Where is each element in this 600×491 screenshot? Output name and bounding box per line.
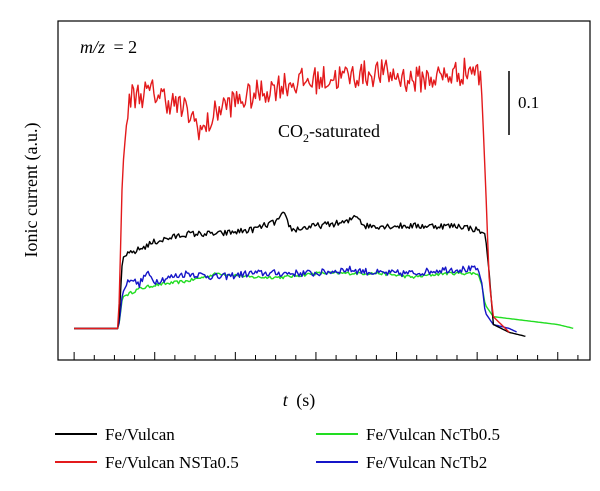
series-lines xyxy=(74,57,574,337)
legend: Fe/Vulcan Fe/Vulcan NcTb0.5 Fe/Vulcan NS… xyxy=(55,425,500,472)
x-axis-label: t (s) xyxy=(283,390,316,411)
y-axis-label: Ionic current (a.u.) xyxy=(21,123,42,258)
series-line-fe-vulcan-nsta0-5 xyxy=(74,57,510,333)
legend-label-fe-vulcan: Fe/Vulcan xyxy=(105,425,175,444)
legend-label-fe-vulcan-nctb05: Fe/Vulcan NcTb0.5 xyxy=(366,425,500,444)
mz-value: = 2 xyxy=(114,37,138,57)
series-line-fe-vulcan-nctb0-5 xyxy=(74,271,574,330)
series-line-fe-vulcan-nctb2 xyxy=(74,265,517,333)
scale-bar-label: 0.1 xyxy=(518,93,539,112)
condition-subscript: 2 xyxy=(303,131,309,145)
x-axis-ticks xyxy=(73,352,579,360)
mz-label: m/z = 2 xyxy=(80,37,137,57)
condition-prefix: CO xyxy=(278,121,303,141)
plot-frame xyxy=(57,20,591,361)
legend-label-fe-vulcan-nctb2: Fe/Vulcan NcTb2 xyxy=(366,453,487,472)
condition-label: CO2-saturated xyxy=(278,121,380,145)
x-axis-variable: t xyxy=(283,390,289,410)
mz-prefix: m/z xyxy=(80,37,105,57)
condition-suffix: -saturated xyxy=(309,121,380,141)
series-line-fe-vulcan xyxy=(74,211,526,337)
legend-label-fe-vulcan-nsta05: Fe/Vulcan NSTa0.5 xyxy=(105,453,239,472)
x-axis-unit: (s) xyxy=(296,390,315,411)
